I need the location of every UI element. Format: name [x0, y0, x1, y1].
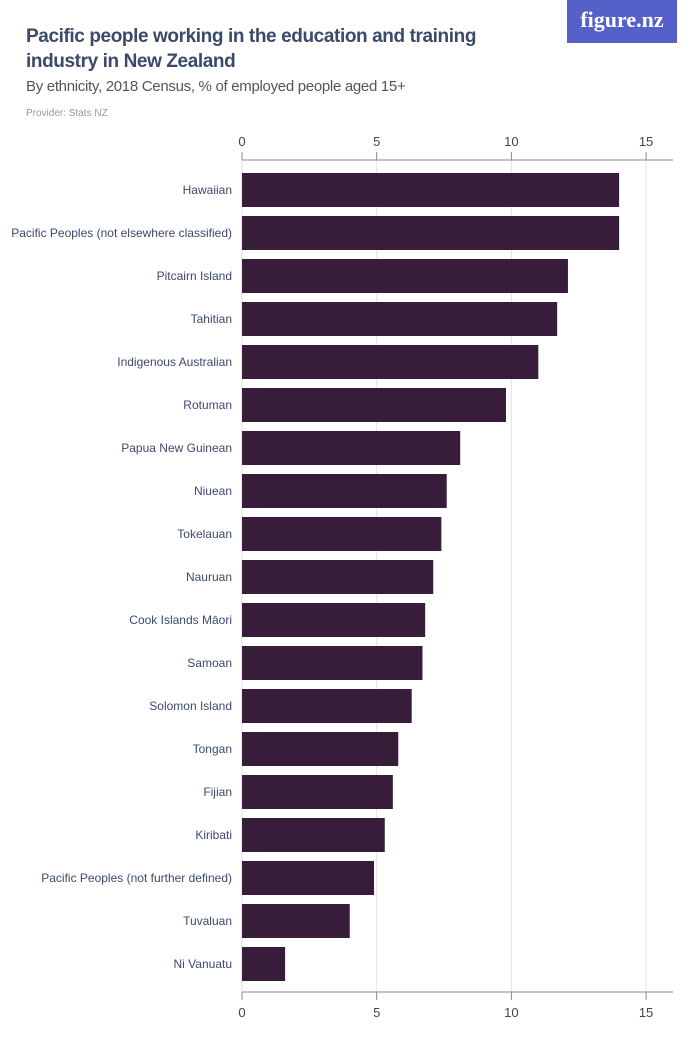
category-label: Niuean [194, 484, 232, 498]
x-tick-label-bottom: 10 [504, 1005, 518, 1020]
bar [242, 732, 399, 766]
x-tick-label-bottom: 5 [373, 1005, 380, 1020]
bar [242, 904, 350, 938]
provider-label: Provider: Stats NZ [26, 108, 108, 119]
x-tick-label-top: 5 [373, 134, 380, 149]
bar [242, 818, 385, 852]
x-tick-label-top: 10 [504, 134, 518, 149]
category-label: Ni Vanuatu [174, 957, 232, 971]
bar [242, 689, 412, 723]
category-label: Fijian [203, 785, 232, 799]
category-label: Samoan [187, 656, 232, 670]
bar [242, 646, 423, 680]
bar [242, 861, 374, 895]
bar [242, 560, 434, 594]
category-label: Indigenous Australian [117, 355, 232, 369]
x-tick-label-bottom: 0 [238, 1005, 245, 1020]
bar [242, 216, 620, 250]
category-label: Tahitian [191, 312, 232, 326]
category-label: Pitcairn Island [157, 269, 232, 283]
category-label: Nauruan [186, 570, 232, 584]
category-label: Pacific Peoples (not further defined) [41, 871, 232, 885]
category-label: Solomon Island [149, 699, 232, 713]
category-label: Cook Islands Māori [129, 613, 232, 627]
x-tick-label-top: 0 [238, 134, 245, 149]
bar [242, 947, 286, 981]
category-label: Rotuman [183, 398, 232, 412]
category-label: Pacific Peoples (not elsewhere classifie… [11, 226, 232, 240]
bar [242, 431, 461, 465]
bar [242, 259, 568, 293]
chart-title: Pacific people working in the education … [26, 26, 477, 72]
category-label: Tongan [193, 742, 232, 756]
bar [242, 603, 426, 637]
bar [242, 517, 442, 551]
figure-nz-logo[interactable]: figure.nz [567, 0, 677, 43]
chart-subtitle: By ethnicity, 2018 Census, % of employed… [26, 78, 406, 95]
bar [242, 388, 506, 422]
x-tick-label-bottom: 15 [639, 1005, 653, 1020]
category-label: Tuvaluan [183, 914, 232, 928]
category-label: Tokelauan [177, 527, 232, 541]
category-label: Papua New Guinean [121, 441, 232, 455]
category-label: Kiribati [195, 828, 232, 842]
bar [242, 173, 620, 207]
bar [242, 345, 539, 379]
bar [242, 474, 447, 508]
bar [242, 775, 393, 809]
category-label: Hawaiian [183, 183, 232, 197]
bar [242, 302, 558, 336]
x-tick-label-top: 15 [639, 134, 653, 149]
